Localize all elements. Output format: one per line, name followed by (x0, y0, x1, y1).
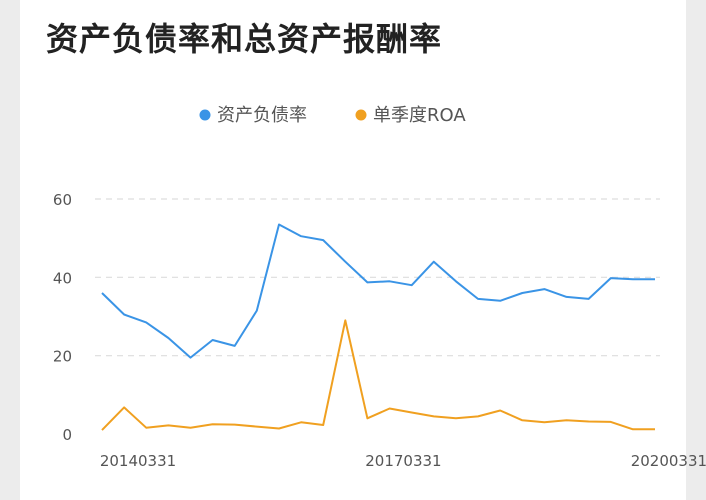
x-axis-ticks: 20140331 20170331 20200331 (100, 452, 706, 470)
y-tick-label-60: 60 (53, 191, 72, 209)
chart-card: 资产负债率和总资产报酬率 (20, 0, 686, 500)
x-tick-label-20170331: 20170331 (365, 452, 441, 470)
grid-lines (95, 198, 660, 357)
legend: 资产负债率 单季度ROA (199, 105, 466, 126)
legend-marker-1 (355, 109, 367, 121)
legend-marker-0 (199, 109, 211, 121)
legend-label-1: 单季度ROA (373, 105, 466, 126)
y-axis-ticks: 0 20 40 60 (53, 191, 72, 444)
series-line-0 (101, 223, 655, 359)
y-tick-label-40: 40 (53, 269, 72, 287)
y-tick-label-0: 0 (62, 426, 72, 444)
y-tick-label-20: 20 (53, 348, 72, 366)
legend-label-0: 资产负债率 (217, 105, 307, 126)
series-line-1 (101, 319, 655, 431)
series-lines (101, 223, 655, 431)
x-tick-label-20140331: 20140331 (100, 452, 176, 470)
x-tick-label-20200331: 20200331 (631, 452, 706, 470)
chart-title: 资产负债率和总资产报酬率 (46, 20, 443, 58)
